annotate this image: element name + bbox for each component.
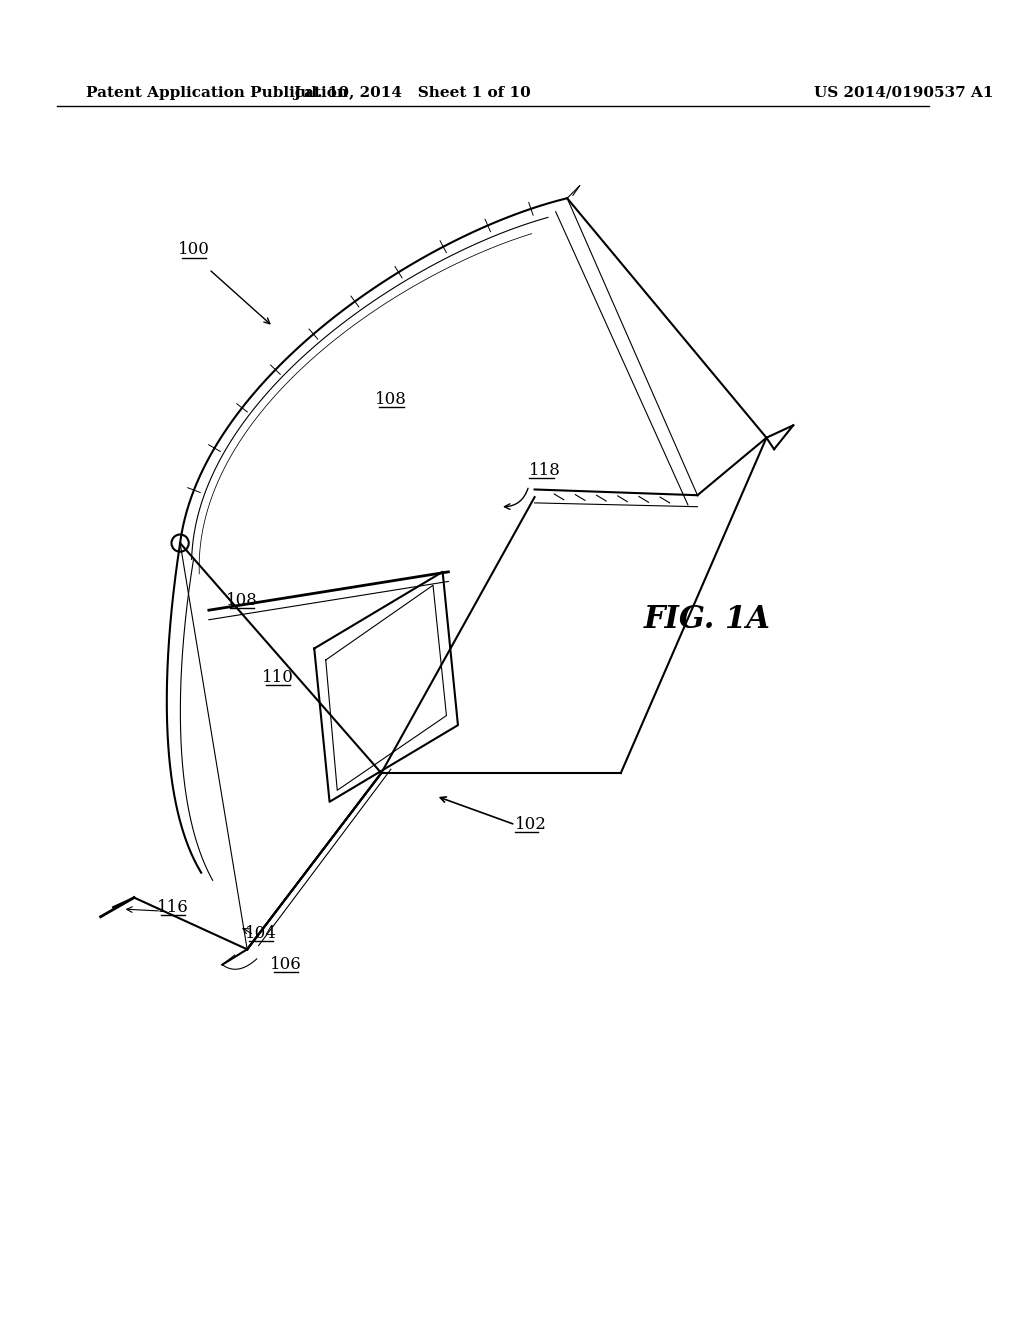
Text: Patent Application Publication: Patent Application Publication	[86, 86, 348, 100]
Text: 108: 108	[375, 391, 407, 408]
Text: US 2014/0190537 A1: US 2014/0190537 A1	[814, 86, 994, 100]
Text: 104: 104	[245, 924, 276, 941]
Text: 110: 110	[262, 669, 294, 686]
Text: 108: 108	[225, 593, 257, 609]
Text: 116: 116	[157, 899, 188, 916]
Text: FIG. 1A: FIG. 1A	[644, 605, 771, 635]
Text: 106: 106	[269, 956, 301, 973]
Text: 100: 100	[177, 242, 210, 259]
Text: 102: 102	[515, 816, 547, 833]
Text: Jul. 10, 2014   Sheet 1 of 10: Jul. 10, 2014 Sheet 1 of 10	[293, 86, 530, 100]
Text: 118: 118	[528, 462, 561, 479]
